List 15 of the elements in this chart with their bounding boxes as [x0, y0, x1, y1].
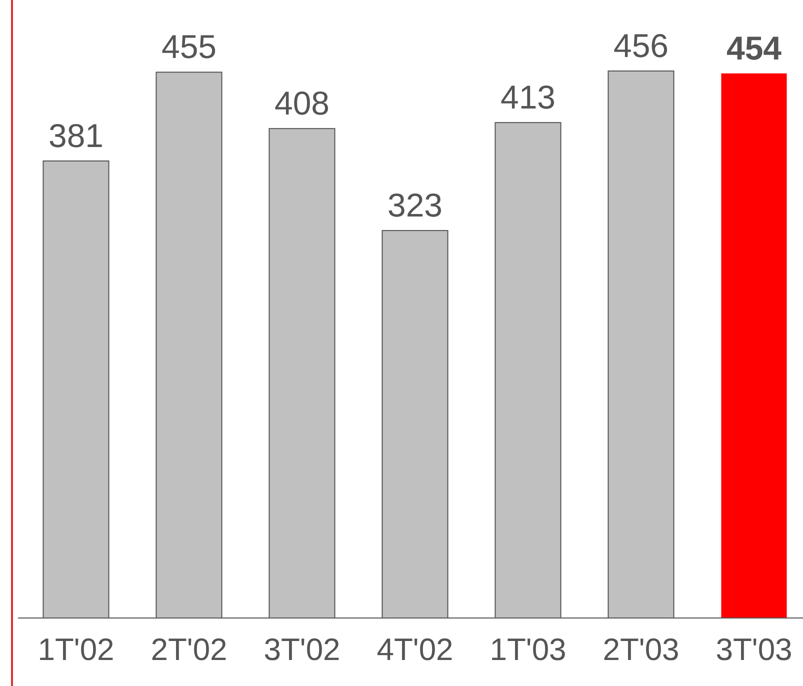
data-label: 381: [48, 116, 104, 154]
data-label: 454: [726, 29, 782, 66]
data-label: 455: [161, 28, 217, 66]
data-label: 323: [387, 186, 443, 224]
x-tick-label: 4T'02: [376, 632, 454, 668]
x-tick-label: 1T'02: [38, 632, 114, 668]
x-tick-label: 1T'03: [490, 632, 566, 668]
x-tick-label: 2T'02: [150, 632, 228, 668]
data-label: 456: [613, 27, 669, 64]
data-label: 413: [500, 78, 556, 116]
data-label: 408: [274, 84, 330, 122]
x-tick-label: 3T'03: [716, 632, 792, 668]
x-tick-label: 2T'03: [602, 632, 680, 668]
x-tick-label: 3T'02: [264, 632, 340, 668]
bar: [721, 73, 787, 618]
